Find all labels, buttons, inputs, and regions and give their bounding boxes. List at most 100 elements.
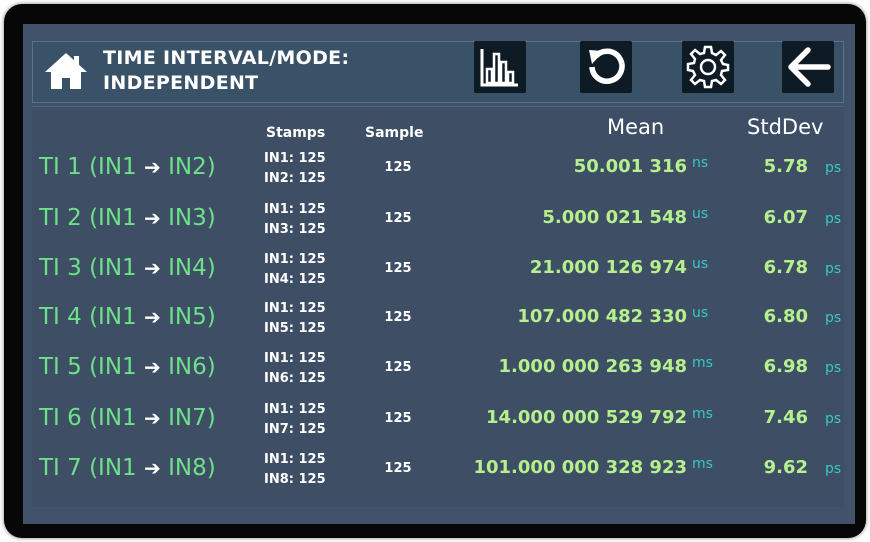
- interval-label-start: TI 3 (IN1: [39, 255, 137, 281]
- page-title: TIME INTERVAL/MODE: INDEPENDENT: [103, 46, 349, 96]
- stddev-unit: ps: [825, 160, 842, 176]
- back-button[interactable]: [782, 41, 834, 93]
- sample-count: 125: [384, 310, 412, 325]
- stamps-cell: IN1: 125 IN8: 125: [264, 450, 326, 490]
- table-row: TI 1 (IN1 ➔ IN2) IN1: 125 IN2: 125 125 50.00…: [23, 146, 855, 196]
- mean-unit: us: [692, 256, 709, 272]
- stddev-value: 6.98: [763, 356, 808, 377]
- interval-label-start: TI 6 (IN1: [39, 405, 137, 431]
- interval-label-end: IN2): [168, 154, 216, 180]
- col-header-mean: Mean: [607, 115, 665, 139]
- interval-label-start: TI 4 (IN1: [39, 304, 137, 330]
- mean-unit: us: [692, 206, 709, 222]
- stddev-value: 9.62: [763, 457, 808, 478]
- interval-label: TI 6 (IN1 ➔ IN7): [39, 405, 216, 431]
- title-line-1: TIME INTERVAL/MODE:: [103, 47, 350, 69]
- right-arrow-icon: ➔: [144, 155, 161, 179]
- stamp-count-2: IN4: 125: [264, 272, 326, 287]
- stddev-value: 7.46: [763, 407, 808, 428]
- stddev-unit: ps: [825, 461, 842, 477]
- col-header-stddev: StdDev: [747, 115, 824, 139]
- stddev-value: 6.80: [763, 306, 808, 327]
- stamp-count-1: IN1: 125: [264, 301, 326, 316]
- mean-value: 101.000 000 328 923: [473, 457, 687, 478]
- interval-label: TI 3 (IN1 ➔ IN4): [39, 255, 216, 281]
- stamps-cell: IN1: 125 IN4: 125: [264, 250, 326, 290]
- stamps-cell: IN1: 125 IN3: 125: [264, 200, 326, 240]
- table-row: TI 2 (IN1 ➔ IN3) IN1: 125 IN3: 125 125 5.000…: [23, 197, 855, 247]
- stamp-count-2: IN2: 125: [264, 171, 326, 186]
- stamp-count-1: IN1: 125: [264, 402, 326, 417]
- right-arrow-icon: ➔: [144, 456, 161, 480]
- stamp-count-1: IN1: 125: [264, 452, 326, 467]
- right-arrow-icon: ➔: [144, 305, 161, 329]
- stddev-value: 5.78: [763, 156, 808, 177]
- reset-button[interactable]: [580, 41, 632, 93]
- col-header-stamps: Stamps: [266, 125, 326, 141]
- sample-count: 125: [384, 160, 412, 175]
- histogram-button[interactable]: [474, 41, 526, 93]
- interval-label-start: TI 1 (IN1: [39, 154, 137, 180]
- stddev-unit: ps: [825, 211, 842, 227]
- interval-label-start: TI 5 (IN1: [39, 354, 137, 380]
- settings-button[interactable]: [682, 41, 734, 93]
- right-arrow-icon: ➔: [144, 256, 161, 280]
- stamp-count-1: IN1: 125: [264, 252, 326, 267]
- stamps-cell: IN1: 125 IN6: 125: [264, 349, 326, 389]
- reset-icon: [589, 48, 625, 84]
- right-arrow-icon: ➔: [144, 206, 161, 230]
- stamps-cell: IN1: 125 IN5: 125: [264, 299, 326, 339]
- mean-value: 1.000 000 263 948: [498, 356, 687, 377]
- stddev-unit: ps: [825, 411, 842, 427]
- table-row: TI 6 (IN1 ➔ IN7) IN1: 125 IN7: 125 125 14.00…: [23, 397, 855, 447]
- right-arrow-icon: ➔: [144, 355, 161, 379]
- mean-value: 5.000 021 548: [542, 207, 687, 228]
- interval-label-start: TI 7 (IN1: [39, 455, 137, 481]
- table-row: TI 4 (IN1 ➔ IN5) IN1: 125 IN5: 125 125 107.0…: [23, 296, 855, 346]
- stamp-count-2: IN6: 125: [264, 371, 326, 386]
- stamp-count-2: IN7: 125: [264, 422, 326, 437]
- interval-label: TI 1 (IN1 ➔ IN2): [39, 154, 216, 180]
- interval-label-end: IN8): [168, 455, 216, 481]
- stddev-value: 6.07: [763, 207, 808, 228]
- mean-value: 21.000 126 974: [529, 257, 687, 278]
- right-arrow-icon: ➔: [144, 406, 161, 430]
- mean-unit: ns: [692, 155, 709, 171]
- back-arrow-icon: [788, 47, 831, 87]
- interval-label-end: IN3): [168, 205, 216, 231]
- stddev-value: 6.78: [763, 257, 808, 278]
- interval-label: TI 7 (IN1 ➔ IN8): [39, 455, 216, 481]
- sample-count: 125: [384, 461, 412, 476]
- device-bezel: TIME INTERVAL/MODE: INDEPENDENT: [4, 4, 866, 538]
- interval-label: TI 5 (IN1 ➔ IN6): [39, 354, 216, 380]
- stddev-unit: ps: [825, 310, 842, 326]
- mean-value: 14.000 000 529 792: [486, 407, 687, 428]
- stamp-count-2: IN8: 125: [264, 472, 326, 487]
- stamps-cell: IN1: 125 IN2: 125: [264, 149, 326, 189]
- interval-label-start: TI 2 (IN1: [39, 205, 137, 231]
- table-row: TI 3 (IN1 ➔ IN4) IN1: 125 IN4: 125 125 21.00…: [23, 247, 855, 297]
- stamp-count-2: IN5: 125: [264, 321, 326, 336]
- interval-label-end: IN7): [168, 405, 216, 431]
- sample-count: 125: [384, 211, 412, 226]
- interval-label: TI 2 (IN1 ➔ IN3): [39, 205, 216, 231]
- table-row: TI 5 (IN1 ➔ IN6) IN1: 125 IN6: 125 125 1.000…: [23, 346, 855, 396]
- stddev-unit: ps: [825, 261, 842, 277]
- gear-icon: [686, 45, 730, 89]
- mean-unit: us: [692, 305, 709, 321]
- table-row: TI 7 (IN1 ➔ IN8) IN1: 125 IN8: 125 125 101.0…: [23, 447, 855, 497]
- col-header-sample: Sample: [365, 125, 424, 141]
- stamps-cell: IN1: 125 IN7: 125: [264, 400, 326, 440]
- stddev-unit: ps: [825, 360, 842, 376]
- mean-unit: ms: [692, 406, 713, 422]
- results-panel: [32, 106, 844, 507]
- sample-count: 125: [384, 411, 412, 426]
- interval-label-end: IN6): [168, 354, 216, 380]
- interval-label-end: IN4): [168, 255, 216, 281]
- histogram-icon: [480, 49, 518, 87]
- home-icon[interactable]: [43, 51, 89, 91]
- stamp-count-1: IN1: 125: [264, 151, 326, 166]
- stamp-count-2: IN3: 125: [264, 222, 326, 237]
- mean-unit: ms: [692, 456, 713, 472]
- sample-count: 125: [384, 360, 412, 375]
